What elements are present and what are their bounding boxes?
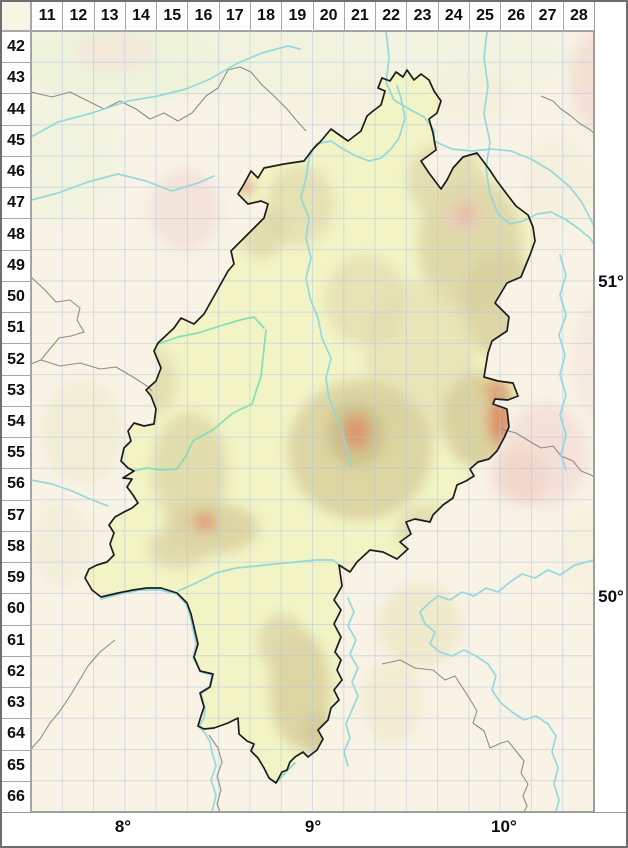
row-header-66: 66	[2, 780, 31, 812]
col-header-13: 13	[93, 2, 125, 31]
terrain-patch-inside	[152, 412, 228, 528]
terrain-patch-inside	[148, 528, 208, 568]
row-header-54: 54	[2, 405, 31, 438]
longitude-label-8: 8°	[114, 817, 132, 836]
col-header-17: 17	[218, 2, 250, 31]
col-header-21: 21	[343, 2, 376, 31]
longitude-label-9: 9°	[304, 817, 322, 836]
terrain-patch-outside	[150, 170, 220, 250]
row-header-48: 48	[2, 218, 31, 250]
grid-corner-cell	[2, 2, 31, 31]
map-area-border	[31, 31, 594, 812]
row-header-63: 63	[2, 687, 31, 719]
col-header-14: 14	[124, 2, 157, 31]
row-header-60: 60	[2, 593, 31, 625]
terrain-patch-inside	[485, 381, 509, 399]
state-boundary	[84, 69, 536, 784]
col-header-23: 23	[406, 2, 438, 31]
row-header-62: 62	[2, 655, 31, 688]
row-header-57: 57	[2, 499, 31, 531]
row-header-56: 56	[2, 468, 31, 500]
row-header-65: 65	[2, 749, 31, 781]
map-canvas[interactable]	[31, 31, 594, 812]
terrain-patch-outside	[362, 660, 422, 744]
terrain-patch-outside	[180, 31, 340, 85]
terrain-patch-outside	[525, 135, 594, 225]
row-header-49: 49	[2, 249, 31, 281]
col-header-15: 15	[156, 2, 188, 31]
row-header-64: 64	[2, 718, 31, 750]
terrain-patch-inside	[258, 614, 306, 670]
bottom-margin: 8° 9° 10°	[2, 812, 626, 846]
terrain-patch-outside	[573, 299, 594, 421]
row-header-59: 59	[2, 562, 31, 594]
terrain-patch-outside	[31, 98, 118, 222]
col-header-12: 12	[62, 2, 94, 31]
col-header-26: 26	[500, 2, 532, 31]
latitude-label-51: 51°	[598, 272, 624, 292]
terrain-patch-outside	[492, 447, 548, 503]
col-header-24: 24	[437, 2, 469, 31]
col-header-20: 20	[312, 2, 344, 31]
col-header-22: 22	[375, 2, 407, 31]
row-header-61: 61	[2, 624, 31, 656]
admin-boundaries	[31, 66, 594, 812]
row-header-55: 55	[2, 437, 31, 469]
terrain-patch-inside	[194, 513, 216, 531]
latitude-label-50: 50°	[598, 587, 624, 606]
row-header-51: 51	[2, 312, 31, 344]
col-header-27: 27	[531, 2, 563, 31]
row-header-53: 53	[2, 374, 31, 406]
right-margin: 51° 50°	[594, 2, 626, 812]
row-header-52: 52	[2, 343, 31, 375]
col-header-19: 19	[281, 2, 313, 31]
col-header-11: 11	[31, 2, 63, 31]
row-header-47: 47	[2, 187, 31, 219]
col-header-18: 18	[249, 2, 282, 31]
rivers-green	[132, 316, 296, 783]
row-header-58: 58	[2, 530, 31, 563]
row-header-44: 44	[2, 93, 31, 125]
terrain-patch-outside	[75, 32, 155, 72]
terrain-patch-inside	[343, 415, 369, 449]
row-header-42: 42	[2, 31, 31, 63]
row-header-45: 45	[2, 124, 31, 156]
row-header-46: 46	[2, 155, 31, 188]
terrain-patch-inside	[325, 255, 405, 345]
tk25-grid-lines	[31, 31, 594, 812]
longitude-label-10: 10°	[491, 817, 517, 836]
terrain-patch-outside	[425, 65, 515, 125]
row-header-50: 50	[2, 280, 31, 313]
terrain-patch-outside	[569, 31, 594, 131]
hesse-grid-map	[31, 31, 594, 812]
col-header-25: 25	[468, 2, 501, 31]
row-header-43: 43	[2, 62, 31, 94]
col-header-28: 28	[562, 2, 594, 31]
col-header-16: 16	[187, 2, 219, 31]
